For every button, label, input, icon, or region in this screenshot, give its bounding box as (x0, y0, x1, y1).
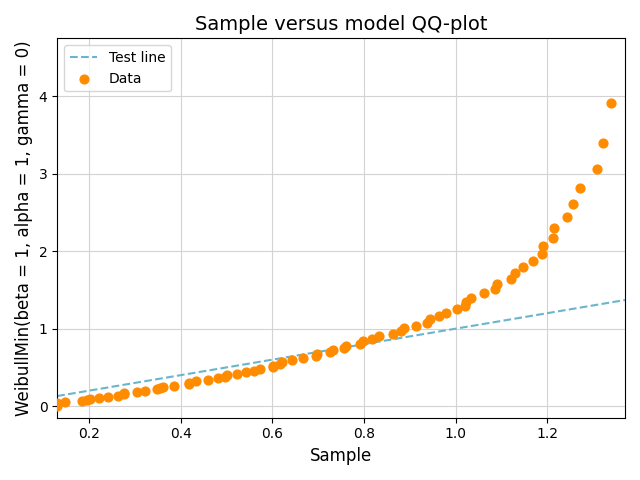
Data (598, 139, 608, 146)
Data (548, 234, 558, 241)
Data (312, 350, 323, 358)
Data (479, 289, 490, 297)
Data (591, 165, 602, 173)
Data (157, 383, 168, 391)
Data (426, 316, 436, 324)
Data (93, 394, 104, 402)
Data (341, 342, 351, 350)
Data (575, 184, 585, 192)
Data (506, 275, 516, 283)
Data (52, 401, 62, 408)
Y-axis label: WeibullMin(beta = 1, alpha = 1, gamma = 0): WeibullMin(beta = 1, alpha = 1, gamma = … (15, 40, 33, 416)
X-axis label: Sample: Sample (310, 447, 372, 465)
Data (399, 324, 410, 332)
Data (492, 280, 502, 288)
Data (119, 389, 129, 397)
Data (103, 393, 113, 401)
Data (155, 384, 165, 392)
Data (490, 285, 500, 293)
Data (202, 376, 212, 384)
Data (118, 391, 129, 398)
Data (277, 358, 287, 366)
Data (460, 302, 470, 310)
Data (255, 365, 265, 373)
Legend: Test line, Data: Test line, Data (64, 45, 171, 91)
Data (220, 373, 230, 381)
Data (614, 14, 625, 22)
Data (328, 347, 339, 354)
Data (358, 337, 368, 345)
Title: Sample versus model QQ-plot: Sample versus model QQ-plot (195, 15, 487, 34)
Data (422, 319, 433, 326)
Data (528, 257, 538, 265)
Data (311, 353, 321, 360)
Data (538, 242, 548, 250)
Data (339, 344, 349, 352)
Data (548, 224, 559, 232)
Data (52, 400, 62, 408)
Data (268, 363, 278, 371)
Data (396, 327, 406, 335)
Data (76, 397, 86, 405)
Data (152, 385, 162, 393)
Data (232, 370, 243, 378)
Data (605, 99, 616, 107)
Data (191, 378, 201, 385)
Data (241, 369, 251, 376)
Data (440, 309, 451, 317)
Data (82, 396, 92, 404)
Data (452, 306, 462, 313)
Data (132, 388, 142, 396)
Data (411, 322, 421, 329)
Data (461, 298, 471, 306)
Data (184, 379, 194, 386)
Data (140, 387, 150, 395)
Data (466, 294, 476, 301)
Data (367, 335, 378, 343)
Data (287, 357, 297, 364)
Data (184, 380, 194, 388)
Data (168, 382, 179, 389)
Data (298, 355, 308, 362)
Data (355, 340, 365, 348)
Data (387, 330, 397, 338)
Data (325, 348, 335, 356)
Data (52, 402, 62, 409)
Data (568, 200, 578, 208)
Data (536, 250, 547, 258)
Data (374, 333, 384, 340)
Data (85, 395, 95, 403)
Data (249, 367, 259, 374)
Data (434, 312, 444, 320)
Data (518, 264, 528, 271)
Data (113, 392, 123, 399)
Data (510, 269, 520, 277)
Data (60, 398, 70, 406)
Data (212, 375, 223, 383)
Data (222, 372, 232, 379)
Data (268, 362, 278, 370)
Data (562, 213, 572, 221)
Data (275, 360, 285, 368)
